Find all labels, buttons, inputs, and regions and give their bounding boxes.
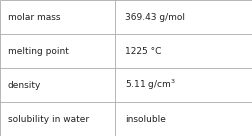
Text: solubility in water: solubility in water (8, 115, 89, 123)
Text: 1225 °C: 1225 °C (125, 47, 161, 55)
Text: insoluble: insoluble (125, 115, 166, 123)
Text: molar mass: molar mass (8, 13, 60, 21)
Text: 369.43 g/mol: 369.43 g/mol (125, 13, 185, 21)
Text: 5.11 g/cm$^3$: 5.11 g/cm$^3$ (125, 78, 176, 92)
Text: density: density (8, 81, 41, 89)
Text: melting point: melting point (8, 47, 69, 55)
